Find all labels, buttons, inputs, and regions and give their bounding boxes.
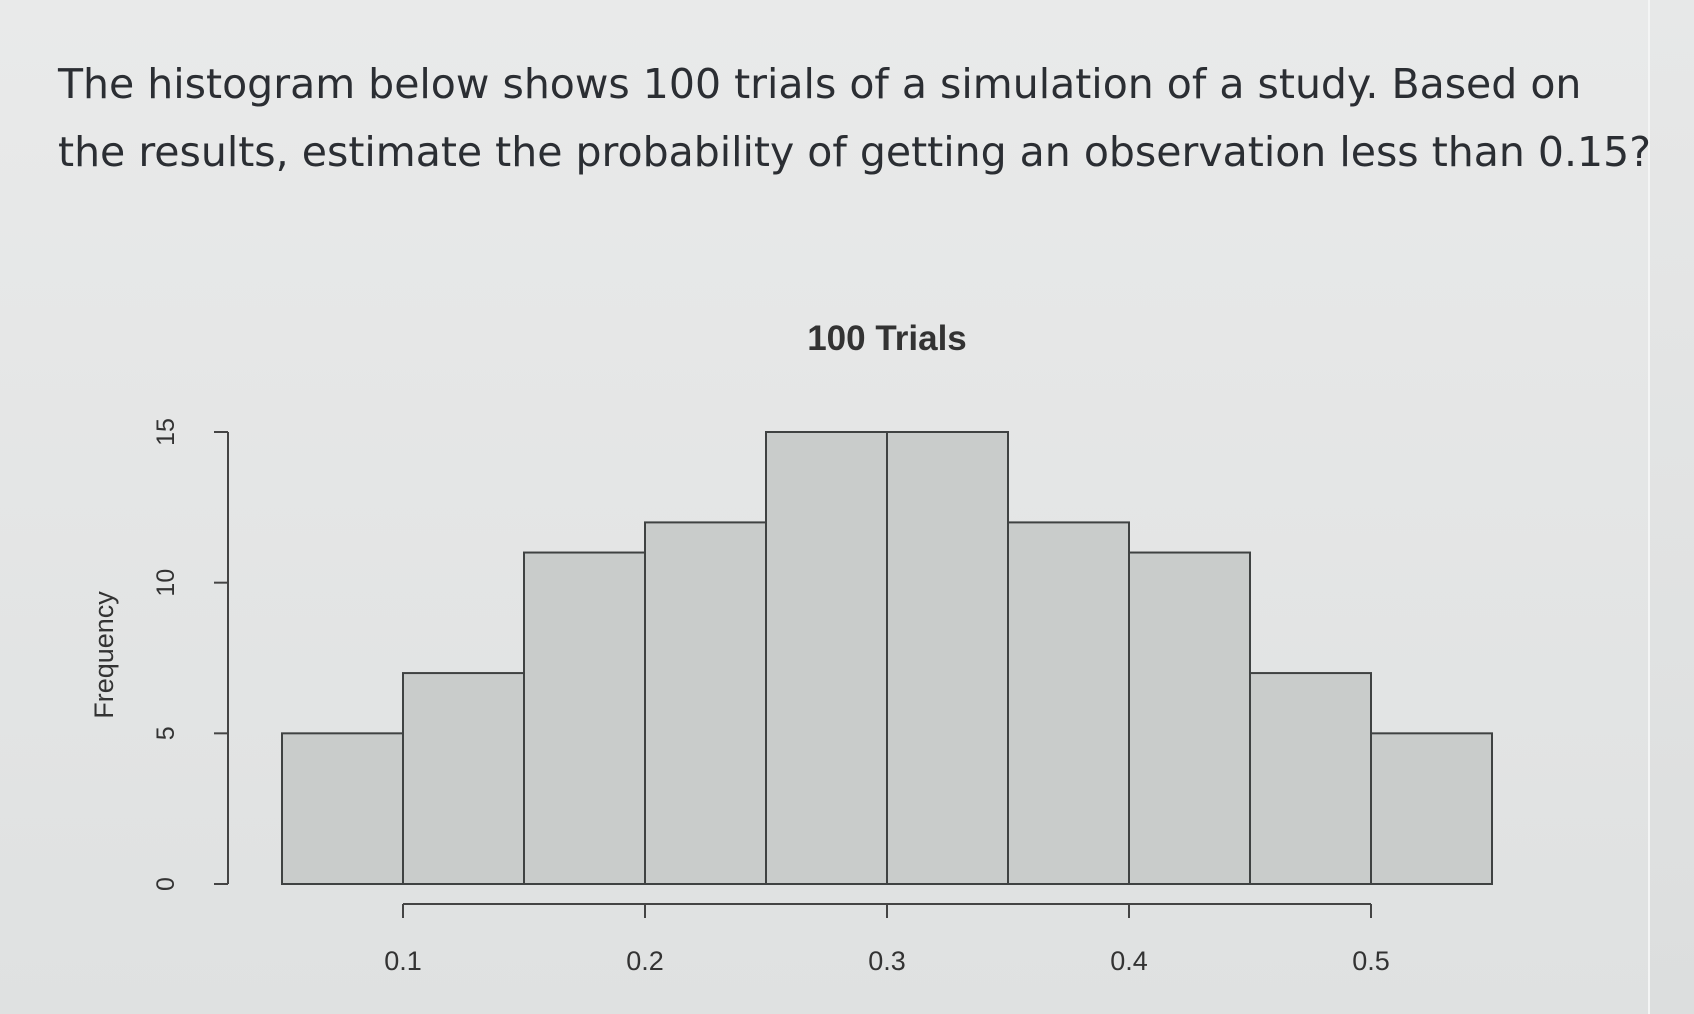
histogram-bar-4	[644, 521, 767, 886]
chart-title: 100 Trials	[807, 319, 967, 358]
histogram-bar-8	[1128, 551, 1251, 885]
y-axis-label: Frequency	[89, 591, 119, 719]
x-tick-label: 0.1	[384, 946, 422, 976]
histogram-bar-10	[1370, 732, 1493, 885]
histogram-chart: 100 Trials Frequency 0 5 10 15 0.1 0.2 0.3 0.4…	[89, 319, 1493, 976]
histogram-bar-1	[281, 732, 404, 885]
histogram-bar-3	[523, 551, 646, 885]
x-tick-label: 0.2	[626, 946, 664, 976]
x-tick-label: 0.5	[1352, 946, 1390, 976]
histogram-bar-9	[1249, 672, 1372, 885]
y-tick-label: 10	[152, 569, 180, 597]
question-card: The histogram below shows 100 trials of …	[0, 0, 1651, 1014]
x-axis: 0.1 0.2 0.3 0.4 0.5	[384, 903, 1390, 976]
y-tick-label: 0	[152, 877, 180, 891]
y-tick-label: 5	[152, 726, 180, 740]
histogram-bar-6	[886, 431, 1009, 885]
bars-layer	[281, 431, 1493, 886]
question-text: The histogram below shows 100 trials of …	[58, 60, 1651, 176]
y-axis: 0 5 10 15	[152, 418, 229, 891]
x-tick-label: 0.3	[868, 946, 906, 976]
histogram-bar-7	[1007, 521, 1130, 886]
y-tick-label: 15	[152, 418, 180, 446]
histogram-bar-5	[765, 431, 888, 885]
x-tick-label: 0.4	[1110, 946, 1148, 976]
histogram-bar-2	[402, 672, 525, 885]
